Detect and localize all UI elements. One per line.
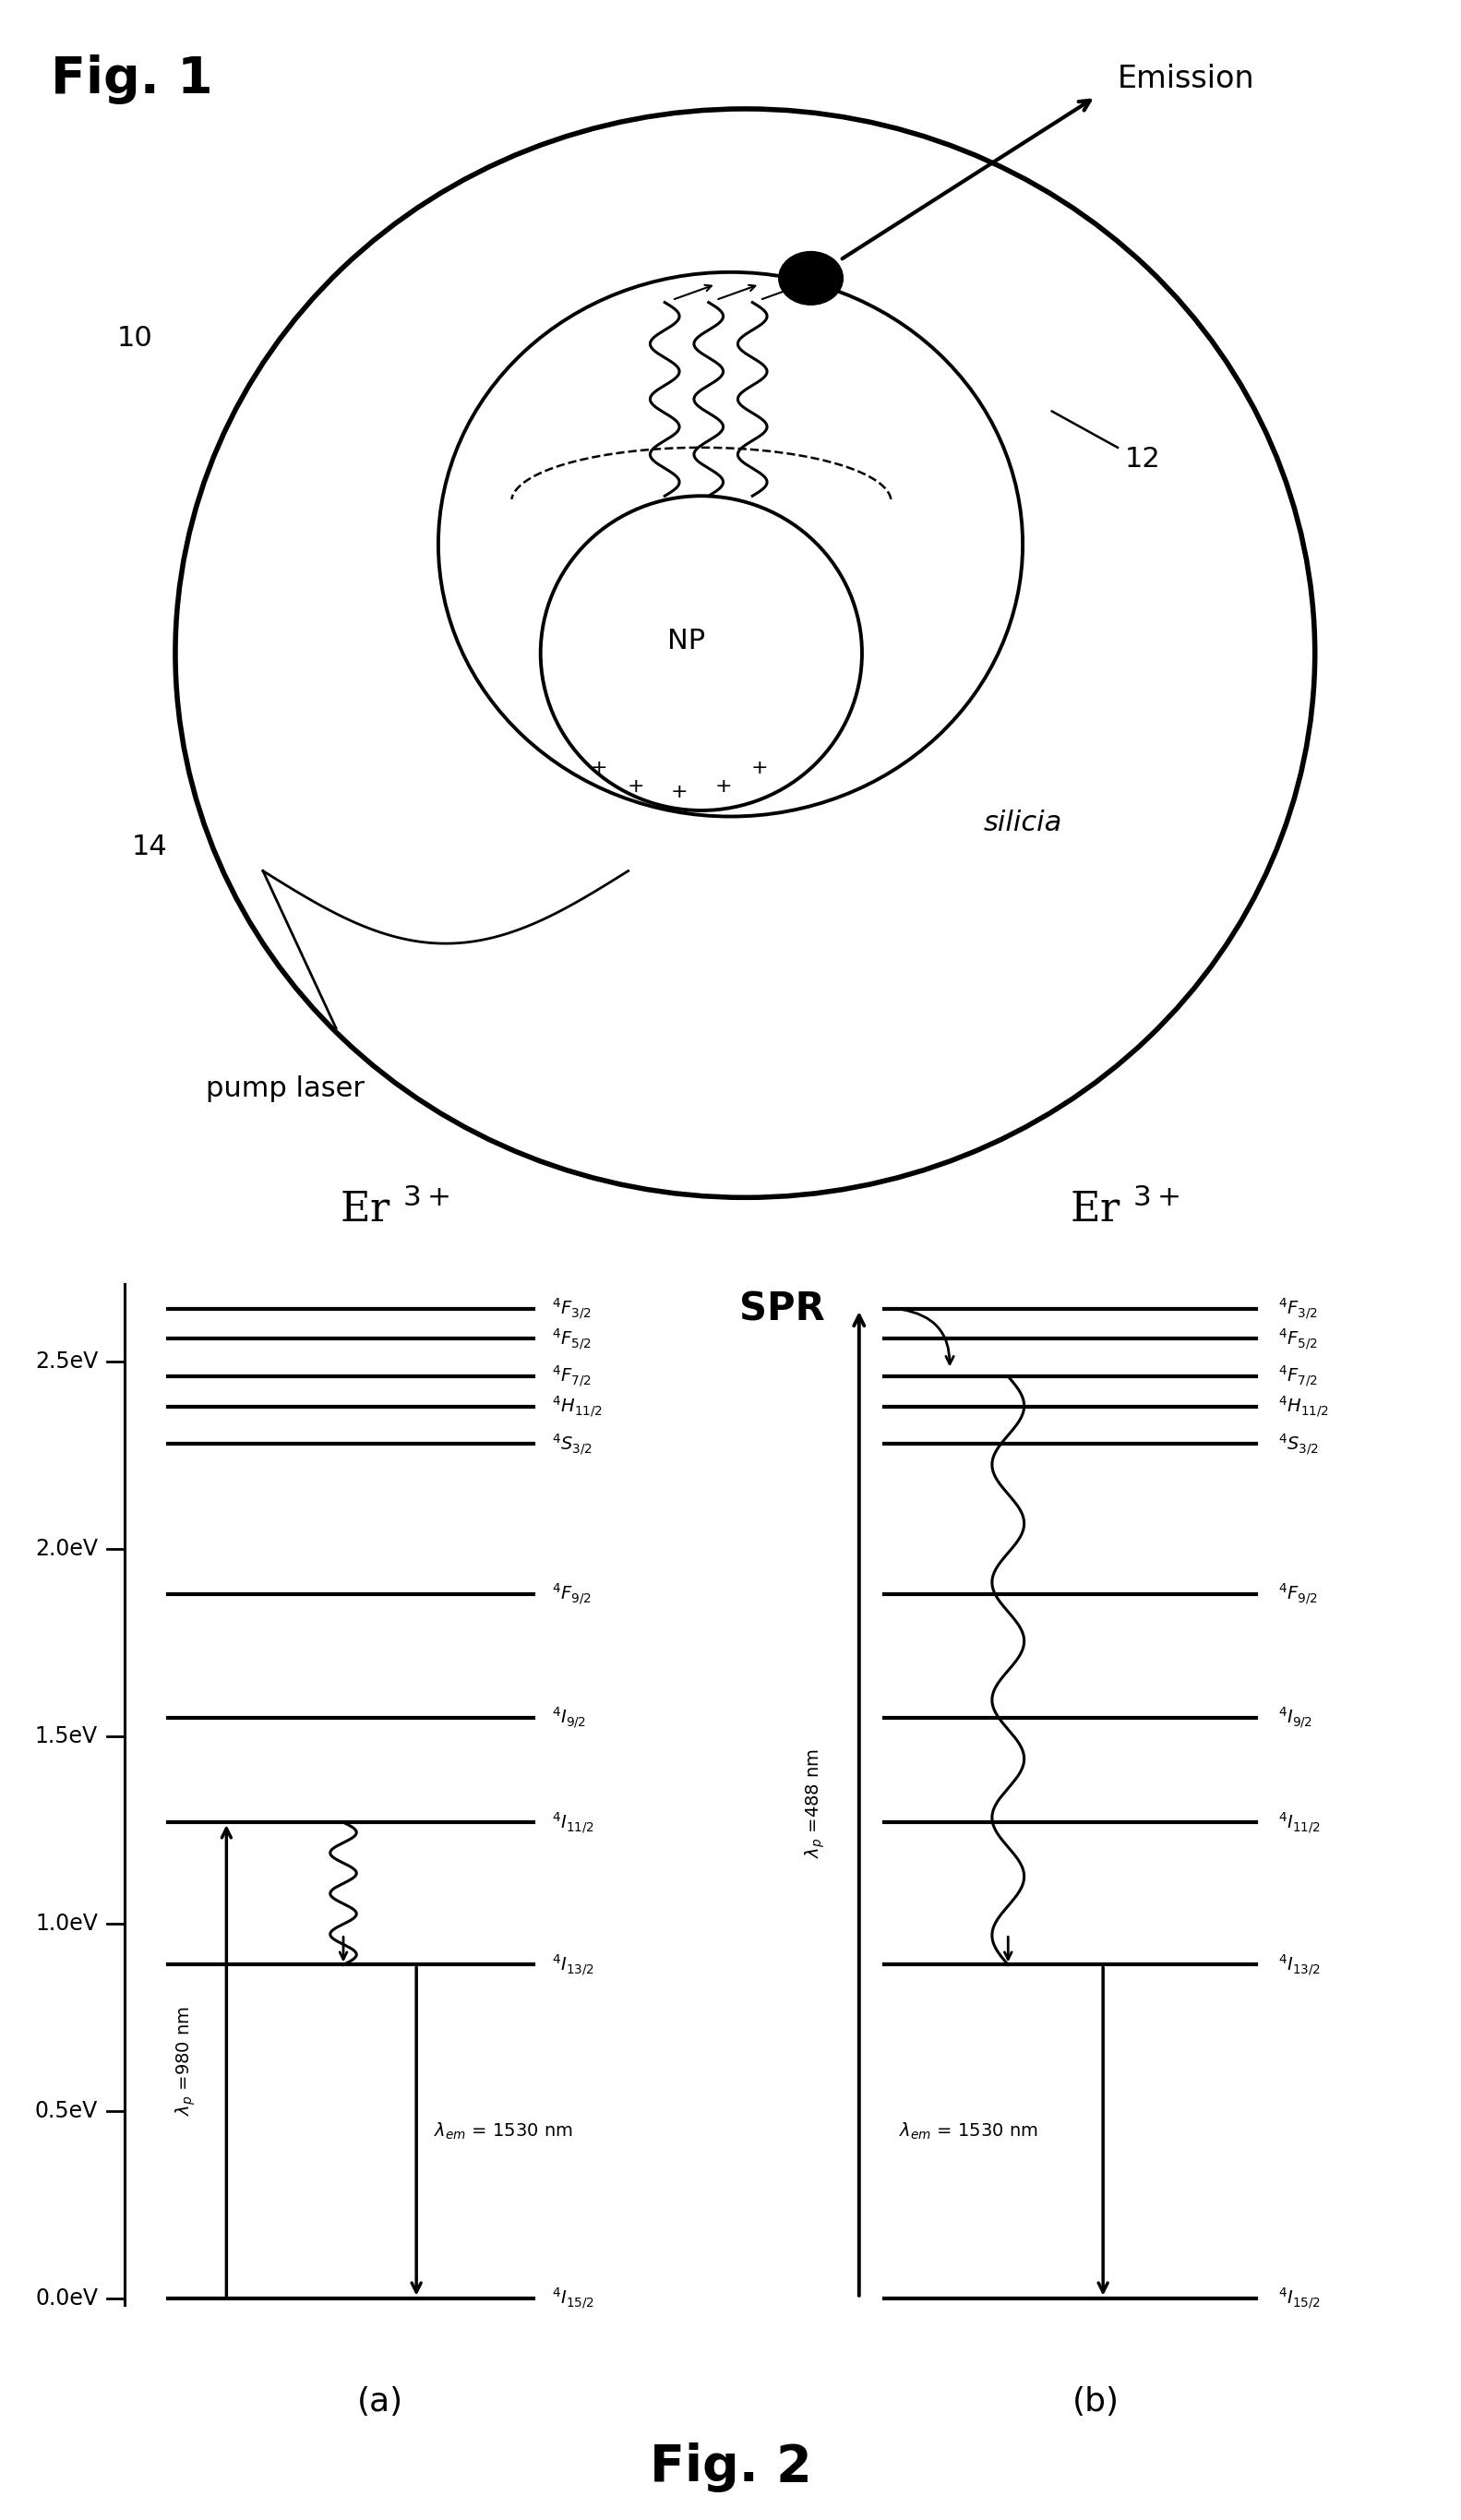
Text: Emission: Emission	[1118, 63, 1255, 93]
Text: $^4I_{11/2}$: $^4I_{11/2}$	[552, 1809, 595, 1835]
Text: $^4F_{9/2}$: $^4F_{9/2}$	[552, 1583, 592, 1605]
Text: (b): (b)	[1072, 2386, 1119, 2417]
Text: $^4H_{11/2}$: $^4H_{11/2}$	[552, 1394, 603, 1419]
Text: SPR: SPR	[739, 1290, 824, 1328]
Text: $\lambda_p$ =488 nm: $\lambda_p$ =488 nm	[804, 1749, 827, 1860]
Text: $^4F_{5/2}$: $^4F_{5/2}$	[552, 1326, 592, 1351]
Text: $^4I_{15/2}$: $^4I_{15/2}$	[1278, 2286, 1321, 2311]
Text: 2.5eV: 2.5eV	[35, 1351, 98, 1373]
Text: +: +	[627, 776, 644, 796]
Text: $^4F_{5/2}$: $^4F_{5/2}$	[1278, 1326, 1318, 1351]
Text: 12: 12	[1125, 446, 1160, 474]
Text: Er $^{3+}$: Er $^{3+}$	[339, 1189, 450, 1230]
Text: $^4S_{3/2}$: $^4S_{3/2}$	[1278, 1431, 1319, 1457]
Text: $^4I_{13/2}$: $^4I_{13/2}$	[552, 1953, 595, 1978]
Text: +: +	[714, 776, 732, 796]
Text: +: +	[590, 759, 608, 776]
Text: $^4F_{7/2}$: $^4F_{7/2}$	[552, 1363, 592, 1389]
Text: $^4F_{3/2}$: $^4F_{3/2}$	[1278, 1298, 1318, 1320]
Text: 10: 10	[117, 325, 152, 353]
Text: +: +	[671, 784, 688, 801]
Text: $^4I_{15/2}$: $^4I_{15/2}$	[552, 2286, 595, 2311]
Text: 2.0eV: 2.0eV	[35, 1537, 98, 1560]
Text: $^4F_{7/2}$: $^4F_{7/2}$	[1278, 1363, 1318, 1389]
Text: pump laser: pump laser	[206, 1076, 364, 1101]
Text: $^4I_{9/2}$: $^4I_{9/2}$	[552, 1706, 586, 1729]
Circle shape	[779, 252, 843, 305]
Text: $\lambda_{em}$ = 1530 nm: $\lambda_{em}$ = 1530 nm	[899, 2122, 1037, 2142]
Text: NP: NP	[668, 627, 706, 655]
Text: 1.0eV: 1.0eV	[35, 1913, 98, 1935]
Text: $^4S_{3/2}$: $^4S_{3/2}$	[552, 1431, 593, 1457]
Text: +: +	[751, 759, 768, 776]
Text: $\lambda_{em}$ = 1530 nm: $\lambda_{em}$ = 1530 nm	[434, 2122, 573, 2142]
Text: $^4I_{9/2}$: $^4I_{9/2}$	[1278, 1706, 1312, 1729]
Text: 0.5eV: 0.5eV	[35, 2099, 98, 2122]
Text: Fig. 1: Fig. 1	[51, 55, 213, 103]
Text: (a): (a)	[356, 2386, 403, 2417]
Text: $^4F_{9/2}$: $^4F_{9/2}$	[1278, 1583, 1318, 1605]
Text: 1.5eV: 1.5eV	[35, 1726, 98, 1746]
Text: $^4F_{3/2}$: $^4F_{3/2}$	[552, 1298, 592, 1320]
Text: silicia: silicia	[983, 809, 1062, 837]
Text: 14: 14	[131, 834, 167, 859]
Text: 0.0eV: 0.0eV	[35, 2288, 98, 2308]
Text: $\lambda_p$ =980 nm: $\lambda_p$ =980 nm	[174, 2006, 197, 2114]
Text: Er $^{3+}$: Er $^{3+}$	[1069, 1189, 1180, 1230]
Text: $^4I_{13/2}$: $^4I_{13/2}$	[1278, 1953, 1321, 1978]
Text: Fig. 2: Fig. 2	[649, 2442, 812, 2492]
Text: $^4I_{11/2}$: $^4I_{11/2}$	[1278, 1809, 1321, 1835]
Text: $^4H_{11/2}$: $^4H_{11/2}$	[1278, 1394, 1330, 1419]
